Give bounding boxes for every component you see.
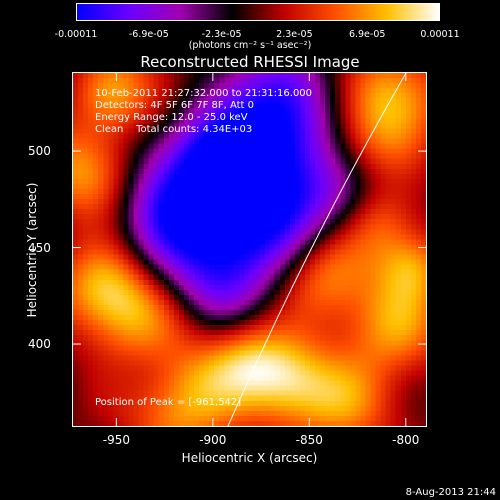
timestamp: 8-Aug-2013 21:44 — [405, 487, 496, 498]
colorbar-units: (photons cm⁻² s⁻¹ asec⁻²) — [188, 40, 312, 51]
solar-limb-line — [227, 73, 407, 426]
y-tick-label: 400 — [28, 337, 51, 352]
colorbar — [76, 3, 440, 21]
x-tick-label: -900 — [199, 433, 227, 447]
heatmap-overlay — [73, 73, 426, 426]
info-line-time: 10-Feb-2011 21:27:32.000 to 21:31:16.000 — [95, 88, 313, 99]
x-tick-label: -800 — [392, 433, 420, 447]
colorbar-tick: 0.00011 — [420, 29, 460, 40]
chart-title: Reconstructed RHESSI Image — [140, 53, 360, 71]
peak-position-label: Position of Peak = [-961,542] — [95, 397, 242, 408]
y-tick-label: 500 — [28, 144, 51, 159]
info-line-detectors: Detectors: 4F 5F 6F 7F 8F, Att 0 — [95, 100, 255, 111]
y-axis-label: Heliocentric Y (arcsec) — [25, 182, 39, 318]
colorbar-tick: 2.3e-05 — [276, 29, 313, 40]
heatmap-image — [73, 73, 426, 426]
colorbar-tick: -6.9e-05 — [128, 29, 169, 40]
x-tick-label: -850 — [295, 433, 323, 447]
x-tick-label: -950 — [102, 433, 130, 447]
info-line-energy: Energy Range: 12.0 - 25.0 keV — [95, 112, 248, 123]
colorbar-tick: 6.9e-05 — [348, 29, 386, 40]
info-line-counts: Clean Total counts: 4.34E+03 — [95, 124, 253, 135]
colorbar-tick: -0.00011 — [54, 29, 98, 40]
y-tick-label: 450 — [28, 240, 51, 255]
colorbar-tick: -2.3e-05 — [201, 29, 242, 40]
x-axis-label: Heliocentric X (arcsec) — [181, 451, 318, 465]
heatmap-plot — [72, 72, 427, 427]
